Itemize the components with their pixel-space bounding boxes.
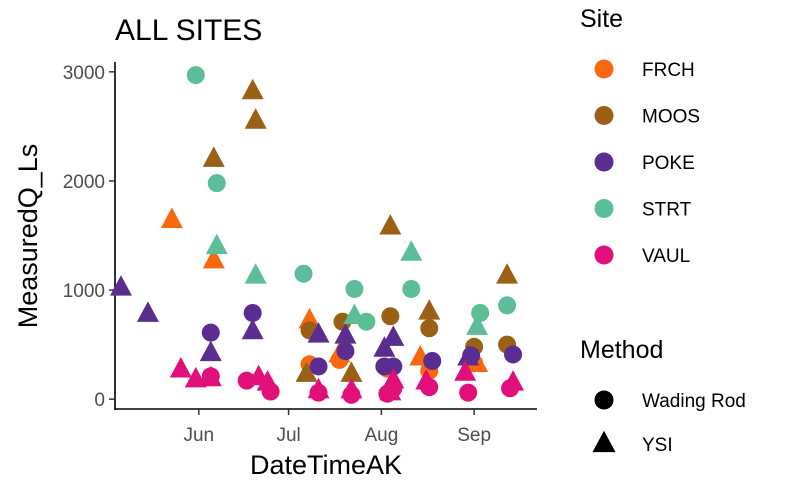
vaul-ysi-point (169, 357, 192, 378)
poke-wading-rod-point (243, 303, 262, 322)
moos-ysi-point (379, 214, 402, 235)
y-tick-label: 0 (94, 390, 105, 411)
frch-ysi-point (298, 307, 321, 329)
strt-wading-rod-point (471, 303, 490, 322)
y-tick-label: 1000 (63, 281, 105, 302)
frch-ysi-point (202, 247, 225, 269)
strt-wading-rod-point (402, 279, 421, 298)
poke-ysi-point (382, 325, 405, 346)
y-tick-label: 3000 (63, 63, 105, 84)
vaul-wading-rod-point (501, 379, 520, 398)
moos-ysi-point (340, 361, 363, 382)
strt-ysi-point (400, 240, 423, 261)
poke-wading-rod-point (384, 357, 403, 376)
vaul-wading-rod-point (384, 379, 403, 398)
moos-ysi-point (295, 361, 318, 382)
legend-site-title: Site (580, 5, 623, 33)
poke-wading-rod-point (462, 346, 481, 365)
strt-wading-rod-point (498, 296, 517, 315)
legend-label-ysi: YSI (642, 435, 673, 456)
poke-wading-rod-point (504, 345, 523, 364)
poke-wading-rod-point (309, 357, 328, 376)
data-points (109, 66, 525, 404)
legend-label-moos: MOOS (642, 107, 700, 128)
strt-wading-rod-point (294, 264, 313, 283)
moos-ysi-point (244, 108, 267, 129)
poke-wading-rod-point (423, 351, 442, 370)
legend-key-ysi (592, 430, 616, 453)
legend-label-wading-rod: Wading Rod (642, 391, 746, 412)
chart-title: ALL SITES (115, 14, 262, 47)
poke-ysi-point (109, 275, 132, 296)
strt-ysi-point (205, 233, 228, 255)
legend-key-poke (594, 152, 614, 172)
x-tick-label: Jun (183, 425, 214, 446)
vaul-wading-rod-point (459, 383, 478, 402)
vaul-ysi-point (454, 360, 477, 381)
strt-wading-rod-point (186, 66, 205, 85)
legend-key-wading-rod (594, 390, 614, 410)
poke-ysi-point (307, 322, 330, 343)
legend-label-poke: POKE (642, 153, 695, 174)
moos-ysi-point (418, 299, 441, 320)
moos-ysi-point (496, 263, 519, 284)
poke-ysi-point (241, 318, 264, 340)
legend-key-frch (594, 59, 614, 79)
strt-wading-rod-point (345, 279, 364, 298)
frch-ysi-point (160, 207, 183, 228)
poke-ysi-point (334, 323, 357, 344)
vaul-ysi-point (184, 366, 207, 388)
legend-key-strt (594, 199, 614, 218)
vaul-wading-rod-point (309, 383, 328, 402)
vaul-wading-rod-point (261, 382, 280, 401)
x-axis-title: DateTimeAK (250, 450, 402, 480)
strt-wading-rod-point (207, 174, 226, 193)
poke-wading-rod-point (336, 342, 355, 361)
strt-ysi-point (244, 263, 267, 284)
strt-ysi-point (466, 314, 489, 335)
legend-key-moos (594, 106, 614, 125)
y-axis-title: MeasuredQ_Ls (13, 144, 43, 329)
vaul-wading-rod-point (237, 371, 256, 390)
moos-wading-rod-point (381, 307, 400, 326)
x-tick-label: Aug (364, 425, 398, 446)
legend-site: FRCH MOOS POKE STRT VAUL (594, 59, 700, 267)
poke-ysi-point (199, 340, 222, 362)
poke-ysi-point (373, 336, 396, 357)
legend-label-frch: FRCH (642, 60, 695, 81)
vaul-wading-rod-point (420, 378, 439, 397)
legend-method: Wading Rod YSI (592, 390, 746, 456)
legend-label-strt: STRT (642, 200, 692, 221)
legend-key-vaul (594, 245, 614, 265)
moos-ysi-point (241, 78, 264, 100)
strt-wading-rod-point (357, 312, 376, 331)
x-tick-label: Sep (457, 425, 491, 446)
y-ticks: 0 1000 2000 3000 (63, 63, 115, 411)
vaul-wading-rod-point (342, 385, 361, 404)
moos-ysi-point (202, 146, 225, 167)
y-tick-label: 2000 (63, 172, 105, 193)
x-ticks: Jun Jul Aug Sep (183, 409, 491, 446)
moos-wading-rod-point (420, 319, 439, 338)
legend-label-vaul: VAUL (642, 246, 690, 267)
x-tick-label: Jul (276, 425, 300, 446)
legend-method-title: Method (580, 336, 663, 364)
poke-wading-rod-point (201, 323, 220, 342)
vaul-wading-rod-point (201, 367, 220, 386)
poke-ysi-point (136, 301, 159, 322)
